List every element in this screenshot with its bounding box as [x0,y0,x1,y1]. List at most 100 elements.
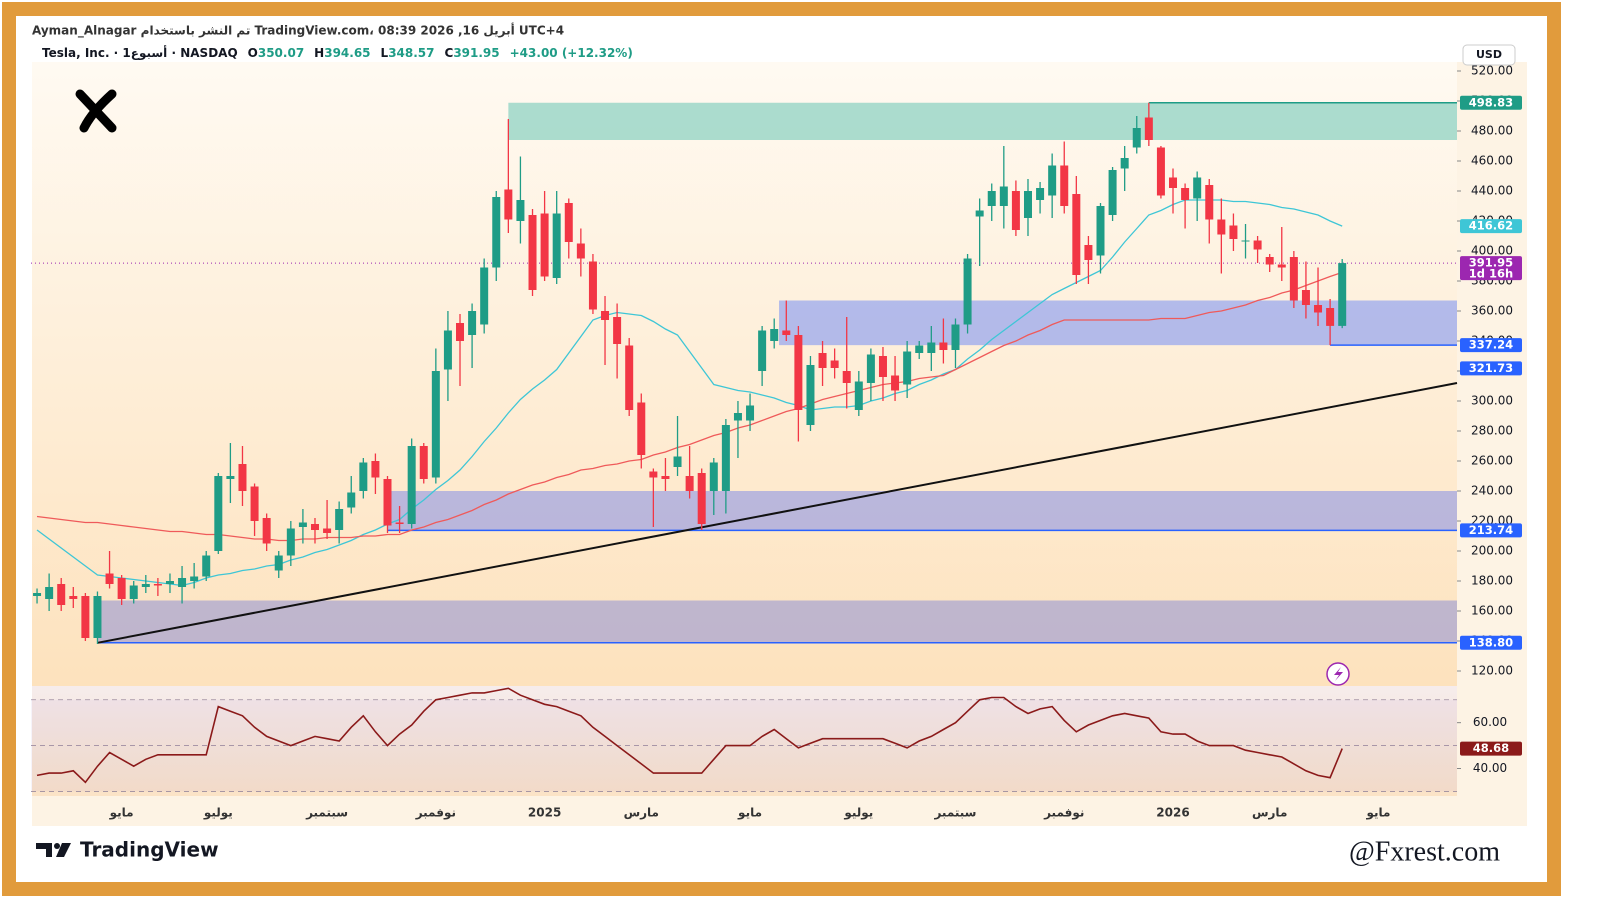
y-tick-label: 300.00 [1471,394,1513,408]
frame [2,2,1561,896]
rsi-tag-bg [1460,741,1522,756]
candle-body [202,555,211,577]
candle-body [371,461,380,478]
candle-body [866,354,875,383]
x-tick-label: مايو [1365,806,1390,821]
candle-body [190,576,199,581]
candle-body [685,476,694,491]
candle-body [528,215,537,290]
candle-body [709,462,718,491]
x-tick-label: مارس [1252,806,1287,820]
countdown: 1d 16h [1469,267,1513,281]
candle-body [81,596,90,638]
currency-box[interactable] [1462,44,1516,66]
candle-body [153,584,162,586]
publisher: Ayman_Alnagar تم النشر باستخدام TradingV… [32,23,564,39]
lightning-icon[interactable] [1326,662,1350,686]
ema-line [36,199,1343,587]
candle-body [1132,128,1141,148]
candle-body [540,213,549,277]
candle-body [274,555,283,571]
y-tick-label: 440.00 [1471,184,1513,198]
rsi-tick-label: 40.00 [1473,761,1507,775]
candle-body [492,197,501,268]
y-tick-label: 160.00 [1471,604,1513,618]
candle-body [1023,191,1032,218]
candle-body [347,492,356,508]
candle-body [1253,240,1262,250]
candle-body [1096,206,1105,256]
candle-body [927,342,936,353]
candle-body [818,353,827,368]
level-tag-bg [1460,361,1522,376]
candle-body [733,413,742,421]
level-tag: 213.74 [1469,523,1513,537]
candle-body [1277,264,1286,268]
candle-body [129,585,138,599]
x-tick-label: 2026 [1156,806,1189,820]
candle-body [830,360,839,368]
rsi-bg [32,686,1457,796]
x-tick-label: نوفمبر [415,806,456,821]
candle-body [1036,188,1045,200]
candle-body [637,402,646,455]
candle-body [1144,117,1153,140]
candle-body [939,342,948,350]
candle-body [842,371,851,383]
candle-body [1314,305,1323,313]
y-tick-label: 200.00 [1471,544,1513,558]
c-value: 391.95 [453,46,499,60]
x-tick-label: سبتمبر [933,806,976,820]
zone [779,300,1457,346]
y-tick-label: 400.00 [1471,244,1513,258]
candle-body [1072,194,1081,275]
candle-body [903,351,912,385]
h-value: 394.65 [324,46,370,60]
x-tick-label: مايو [737,806,762,821]
candle-body [250,486,259,521]
candle-body [456,323,465,341]
y-tick-label: 360.00 [1471,304,1513,318]
y-tick-label: 460.00 [1471,154,1513,168]
candle-body [431,371,440,478]
watermark: @Fxrest.com [1349,836,1500,867]
candle-body [310,524,319,530]
y-tick-label: 480.00 [1471,124,1513,138]
candle-body [286,528,295,556]
level-tag: 321.73 [1469,361,1513,375]
candle-body [1289,257,1298,301]
date-axis-bg [32,796,1527,826]
ema-tag-bg [1460,219,1522,234]
candle-body [564,203,573,242]
candle-body [1193,177,1202,199]
candle-body [1301,290,1310,305]
y-tick-label: 120.00 [1471,664,1513,678]
candle-body [601,311,610,320]
x-tick-label: يوليو [203,806,233,821]
candle-body [673,456,682,467]
candle-body [93,596,102,638]
price-axis-bg [1457,62,1527,796]
candle-body [395,522,404,524]
candle-body [1229,225,1238,239]
candle-body [1060,165,1069,206]
x-tick-label: مايو [109,806,134,821]
trendline [97,382,1458,644]
ohlc-line: Tesla, Inc. · 1أسبوع · NASDAQ O350.07 H394… [42,45,633,61]
candle-body [1326,308,1335,326]
ema-tag: 416.62 [1469,219,1513,233]
level-tag: 337.24 [1469,338,1513,352]
candle-body [1048,165,1057,196]
level-tag-bg [1460,338,1522,353]
symbol: Tesla, Inc. · 1أسبوع · NASDAQ [42,45,238,61]
candle-body [407,446,416,524]
candle-body [963,258,972,325]
currency: USD [1476,48,1502,61]
candle-body [878,356,887,377]
candle-body [480,267,489,325]
candle-body [262,518,271,544]
candle-body [1120,158,1129,169]
candle-body [1181,188,1190,200]
candle-body [987,191,996,206]
